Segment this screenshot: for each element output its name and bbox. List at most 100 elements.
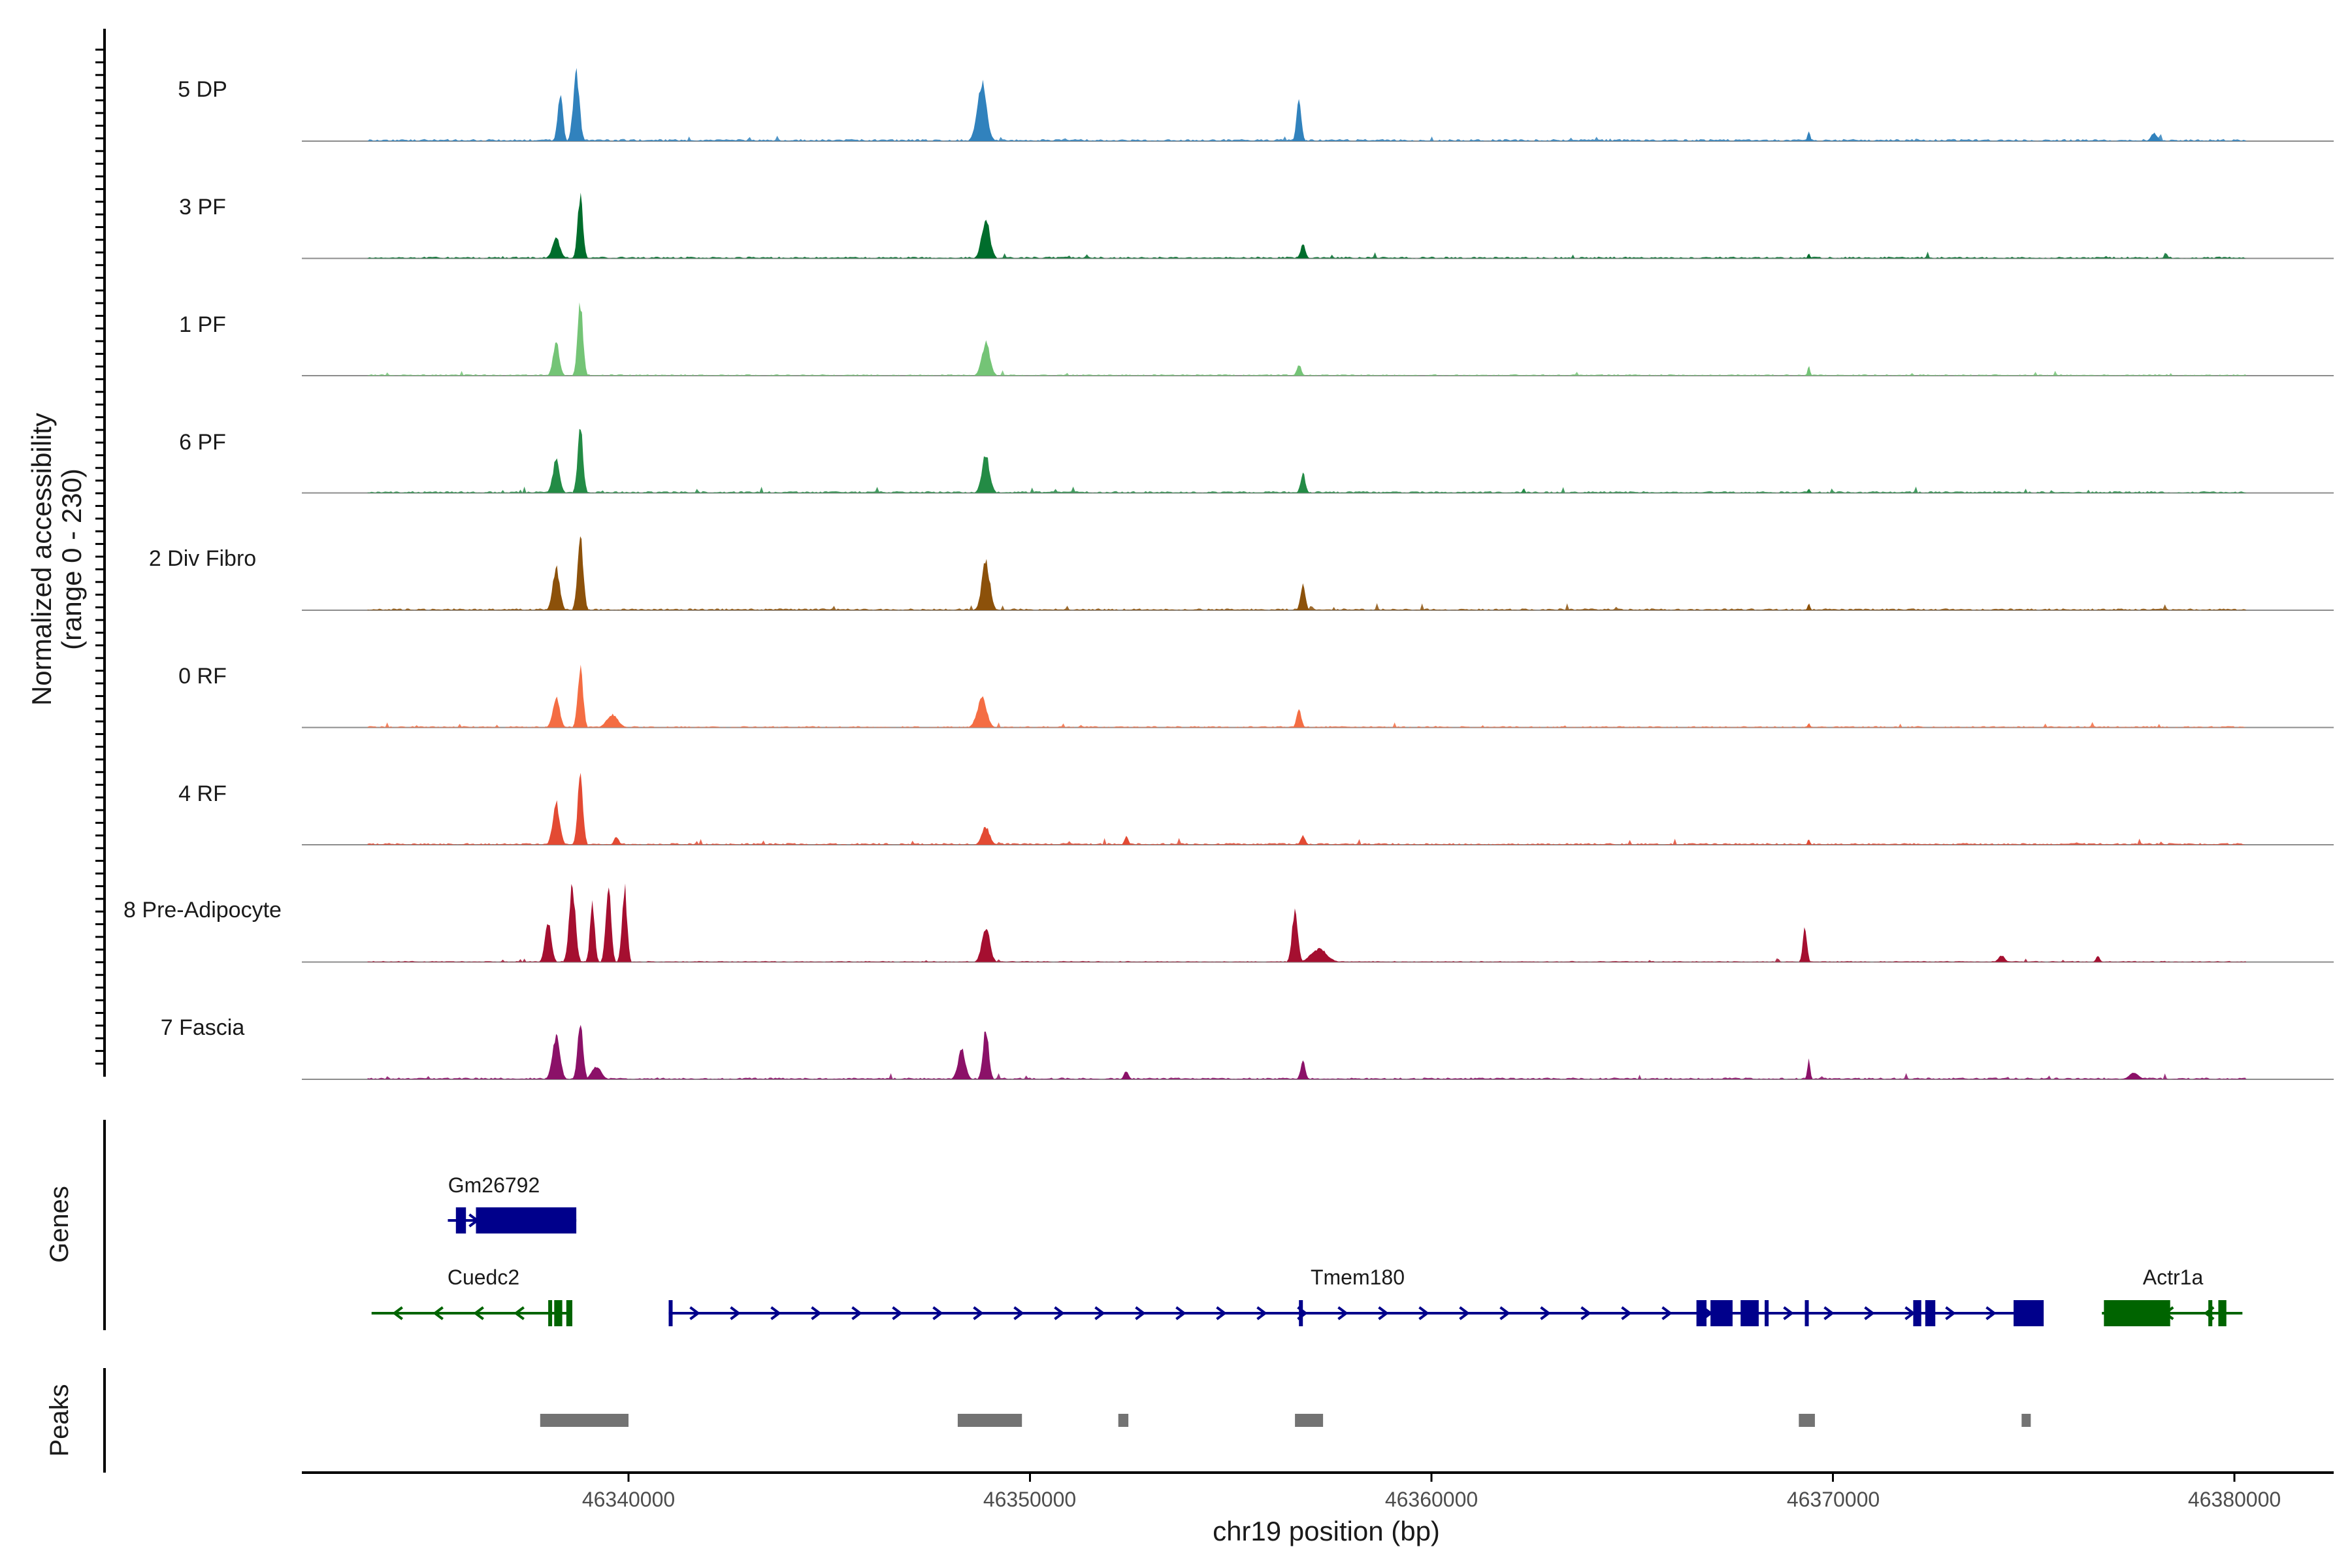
strand-arrow [1175, 1306, 1186, 1320]
coverage-peak [583, 1066, 610, 1079]
exon [548, 1300, 553, 1326]
coverage-peak [546, 565, 566, 610]
tick-label: 46340000 [582, 1488, 675, 1511]
exon [668, 1300, 673, 1326]
strand-arrow [1661, 1306, 1673, 1320]
exon [2218, 1300, 2227, 1326]
coverage-axis-ticks [95, 48, 105, 1065]
strand-arrow [1945, 1306, 1956, 1320]
tick-label: 46370000 [1787, 1488, 1880, 1511]
coverage-peak [1799, 927, 1811, 962]
tick-label: 46350000 [983, 1488, 1076, 1511]
gene-model [371, 1300, 572, 1326]
strand-arrow [770, 1306, 781, 1320]
peak-region [2021, 1414, 2031, 1427]
coverage-peak [1993, 955, 2011, 962]
coverage-peak [1119, 1071, 1134, 1079]
peak-region [1799, 1414, 1815, 1427]
strand-arrow [1985, 1306, 1997, 1320]
coverage-peak [1805, 489, 1812, 493]
coverage-noise-area [367, 134, 2247, 141]
genes-panel-title: Genes [45, 1186, 74, 1263]
peaks-panel-title: Peaks [45, 1384, 74, 1456]
peak-region [540, 1414, 629, 1427]
coverage-peak [1292, 99, 1306, 141]
coverage-peak [572, 772, 588, 845]
coverage-peak [977, 1032, 994, 1079]
coverage-peak [975, 456, 997, 493]
exon [1925, 1300, 1936, 1326]
coverage-track [302, 772, 2334, 845]
track-label: 5 DP [178, 77, 227, 102]
strand-arrow [1783, 1306, 1794, 1320]
gene-model [448, 1207, 577, 1233]
exon [1710, 1300, 1733, 1326]
gene-label-gm26792: Gm26792 [448, 1173, 540, 1197]
strand-arrow [1621, 1306, 1632, 1320]
coverage-track [302, 1024, 2334, 1080]
strand-arrow [811, 1306, 822, 1320]
strand-arrow [1418, 1306, 1429, 1320]
track-label: 3 PF [179, 195, 226, 220]
coverage-peak [572, 192, 588, 259]
coverage-peak [974, 340, 998, 376]
strand-arrow [433, 1306, 444, 1320]
strand-arrow [1580, 1306, 1592, 1320]
coverage-peak [1520, 488, 1527, 493]
gene-label-cuedc2: Cuedc2 [448, 1266, 519, 1289]
coverage-peak [974, 220, 998, 259]
exon [1805, 1300, 1809, 1326]
exon [1913, 1300, 1921, 1326]
coverage-peak [545, 237, 568, 259]
exon [1696, 1300, 1707, 1326]
coverage-peak [1805, 723, 1812, 728]
coverage-track [302, 302, 2334, 376]
strand-arrow [1459, 1306, 1470, 1320]
coverage-peak [1292, 709, 1306, 728]
coverage-peak [1805, 840, 1812, 845]
strand-arrow [1864, 1306, 1875, 1320]
coverage-peak [1292, 365, 1305, 376]
coverage-noise-area [367, 370, 2247, 376]
strand-arrow [1540, 1306, 1551, 1320]
x-axis-title: chr19 position (bp) [1213, 1516, 1440, 1546]
coverage-peak [572, 429, 588, 493]
track-label: 2 Div Fibro [149, 546, 256, 571]
strand-arrow [932, 1306, 943, 1320]
coverage-y-axis-label-line2: (range 0 - 230) [56, 468, 87, 650]
coverage-peak [572, 302, 588, 376]
genes-panel: Genes Gm26792 Cuedc2 Tmem180 Actr1a [45, 1120, 2243, 1330]
coverage-peak [546, 458, 566, 493]
coverage-peak [600, 887, 616, 962]
exon [455, 1207, 466, 1233]
peak-regions [540, 1414, 2031, 1427]
coverage-peak [975, 826, 997, 845]
exon [1740, 1300, 1759, 1326]
strand-arrow [1337, 1306, 1348, 1320]
gene-model [668, 1300, 2044, 1326]
coverage-peak [1805, 131, 1813, 141]
coverage-peak [572, 664, 588, 728]
coverage-track [302, 429, 2334, 494]
exon [2208, 1300, 2213, 1326]
strand-arrow [1499, 1306, 1511, 1320]
coverage-peak [2093, 956, 2104, 962]
coverage-tracks [302, 68, 2334, 1080]
strand-arrow [730, 1306, 741, 1320]
peaks-panel: Peaks [45, 1368, 2031, 1473]
x-axis-ticks [627, 1473, 2236, 1482]
coverage-peak [1296, 835, 1310, 845]
coverage-noise-area [367, 958, 2247, 962]
coverage-peak [951, 1049, 973, 1079]
x-axis: 46340000 46350000 46360000 46370000 4638… [302, 1471, 2334, 1546]
strand-arrow [973, 1306, 984, 1320]
strand-arrow [1013, 1306, 1024, 1320]
exon [2104, 1300, 2170, 1326]
strand-arrow [514, 1306, 525, 1320]
peak-region [1295, 1414, 1324, 1427]
coverage-peak [1297, 947, 1341, 962]
coverage-track [302, 883, 2334, 963]
coverage-track [302, 664, 2334, 728]
strand-arrow [892, 1306, 903, 1320]
